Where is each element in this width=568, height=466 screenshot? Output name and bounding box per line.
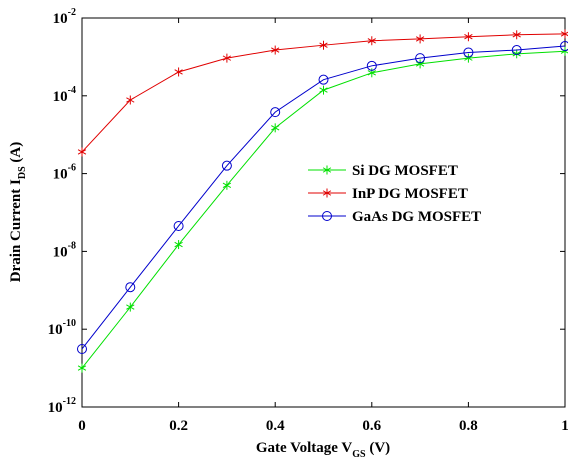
marker [319,40,328,50]
marker [415,53,426,64]
x-axis-label-unit: (V) [366,440,391,456]
marker [77,343,87,354]
marker [318,74,329,85]
legend-box [302,156,524,232]
marker [464,32,473,42]
marker [560,41,568,52]
marker [222,180,232,190]
x-tick-label: 0.8 [459,418,478,434]
x-axis-label: Gate Voltage VGS (V) [256,440,390,460]
y-tick-label: 10-12 [48,396,76,416]
x-tick-label: 1 [561,418,568,434]
marker [174,240,183,250]
marker [511,45,522,56]
x-tick-label: 0.4 [266,418,285,434]
marker [126,302,135,312]
marker [463,47,474,58]
marker [221,160,232,171]
marker [367,36,376,46]
marker [512,49,521,59]
x-tick-label: 0.2 [169,418,188,434]
marker [271,45,280,55]
legend-label: Si DG MOSFET [352,163,458,179]
marker [366,60,377,71]
y-tick-label: 10-4 [53,85,76,105]
y-axis-label-unit: (A) [8,142,24,167]
y-tick-label: 10-2 [53,7,76,27]
legend-label: GaAs DG MOSFET [352,209,481,225]
marker [322,188,332,198]
marker [512,30,521,40]
x-axis-label-text: Gate Voltage V [256,440,353,456]
marker [222,53,232,63]
y-tick-label: 10-6 [53,163,76,183]
x-axis-label-sub: GS [352,449,366,460]
marker [319,85,328,95]
marker [125,282,136,293]
y-axis-label-sub: DS [17,166,28,179]
marker [415,59,425,69]
marker [322,165,332,175]
marker [77,147,87,157]
series-line [81,45,566,350]
y-axis-label: Drain Current IDS (A) [8,142,28,282]
x-tick-label: 0 [78,418,86,434]
marker [322,211,332,221]
marker [270,107,281,118]
x-tick-label: 0.6 [362,418,381,434]
marker [415,34,425,44]
marker [173,220,184,231]
y-tick-label: 10-10 [48,318,76,338]
y-axis-label-text: Drain Current I [8,179,24,282]
marker [126,95,135,105]
legend-label: InP DG MOSFET [352,186,468,202]
marker [271,123,280,133]
marker [367,68,376,78]
marker [174,67,183,77]
y-tick-label: 10-8 [53,240,76,260]
marker [77,363,87,373]
